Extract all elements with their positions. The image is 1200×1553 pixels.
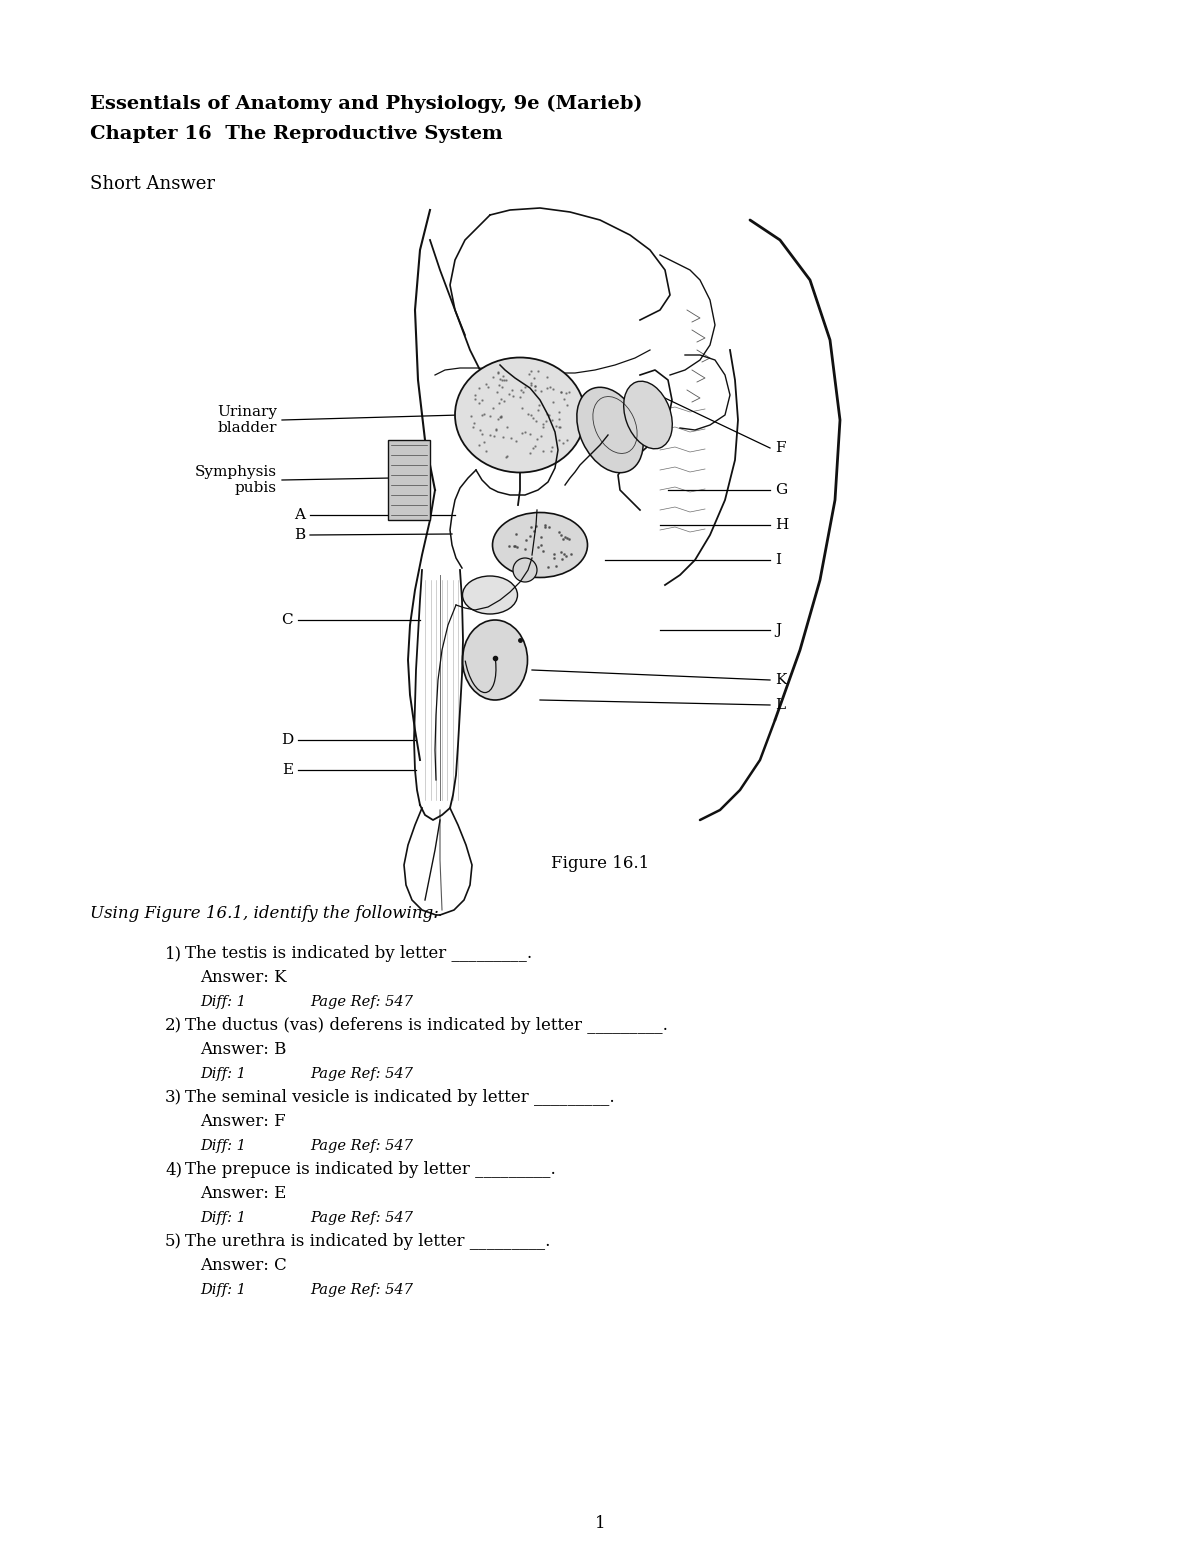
- Text: Figure 16.1: Figure 16.1: [551, 856, 649, 871]
- Text: Answer: E: Answer: E: [200, 1185, 287, 1202]
- Text: F: F: [775, 441, 786, 455]
- Text: Answer: C: Answer: C: [200, 1256, 287, 1273]
- Text: Short Answer: Short Answer: [90, 175, 215, 193]
- Text: 3): 3): [166, 1089, 182, 1106]
- Ellipse shape: [462, 576, 517, 613]
- Text: Page Ref: 547: Page Ref: 547: [310, 1283, 413, 1297]
- Text: Diff: 1: Diff: 1: [200, 995, 246, 1009]
- Ellipse shape: [577, 387, 643, 472]
- Text: G: G: [775, 483, 787, 497]
- Text: Page Ref: 547: Page Ref: 547: [310, 995, 413, 1009]
- Text: Symphysis
pubis: Symphysis pubis: [194, 464, 277, 495]
- Text: Page Ref: 547: Page Ref: 547: [310, 1211, 413, 1225]
- Circle shape: [514, 558, 538, 582]
- Text: Answer: K: Answer: K: [200, 969, 287, 986]
- Ellipse shape: [624, 380, 672, 449]
- Text: The urethra is indicated by letter _________.: The urethra is indicated by letter _____…: [185, 1233, 551, 1250]
- Text: D: D: [281, 733, 293, 747]
- Text: J: J: [775, 623, 781, 637]
- Text: K: K: [775, 672, 786, 686]
- Text: 4): 4): [166, 1162, 182, 1179]
- Text: 1): 1): [166, 944, 182, 961]
- Text: The testis is indicated by letter _________.: The testis is indicated by letter ______…: [185, 944, 532, 961]
- Text: I: I: [775, 553, 781, 567]
- Text: Diff: 1: Diff: 1: [200, 1283, 246, 1297]
- Text: The ductus (vas) deferens is indicated by letter _________.: The ductus (vas) deferens is indicated b…: [185, 1017, 668, 1034]
- Text: Diff: 1: Diff: 1: [200, 1138, 246, 1152]
- Text: The seminal vesicle is indicated by letter _________.: The seminal vesicle is indicated by lett…: [185, 1089, 614, 1106]
- Text: Using Figure 16.1, identify the following:: Using Figure 16.1, identify the followin…: [90, 905, 439, 922]
- Text: Answer: B: Answer: B: [200, 1041, 287, 1058]
- Text: H: H: [775, 519, 788, 533]
- Text: The prepuce is indicated by letter _________.: The prepuce is indicated by letter _____…: [185, 1162, 556, 1179]
- Text: Answer: F: Answer: F: [200, 1114, 286, 1131]
- Text: E: E: [282, 763, 293, 776]
- Text: 1: 1: [595, 1516, 605, 1531]
- Text: Essentials of Anatomy and Physiology, 9e (Marieb): Essentials of Anatomy and Physiology, 9e…: [90, 95, 642, 113]
- Text: L: L: [775, 697, 785, 711]
- Text: Chapter 16  The Reproductive System: Chapter 16 The Reproductive System: [90, 124, 503, 143]
- Text: Page Ref: 547: Page Ref: 547: [310, 1138, 413, 1152]
- Text: 5): 5): [166, 1233, 182, 1250]
- Text: Diff: 1: Diff: 1: [200, 1067, 246, 1081]
- Text: 2): 2): [166, 1017, 182, 1034]
- Text: A: A: [294, 508, 305, 522]
- Ellipse shape: [462, 620, 528, 700]
- Text: Page Ref: 547: Page Ref: 547: [310, 1067, 413, 1081]
- Text: Diff: 1: Diff: 1: [200, 1211, 246, 1225]
- Text: Urinary
bladder: Urinary bladder: [217, 405, 277, 435]
- Text: B: B: [294, 528, 305, 542]
- Ellipse shape: [455, 357, 586, 472]
- Text: C: C: [281, 613, 293, 627]
- FancyBboxPatch shape: [388, 439, 430, 520]
- Ellipse shape: [492, 512, 588, 578]
